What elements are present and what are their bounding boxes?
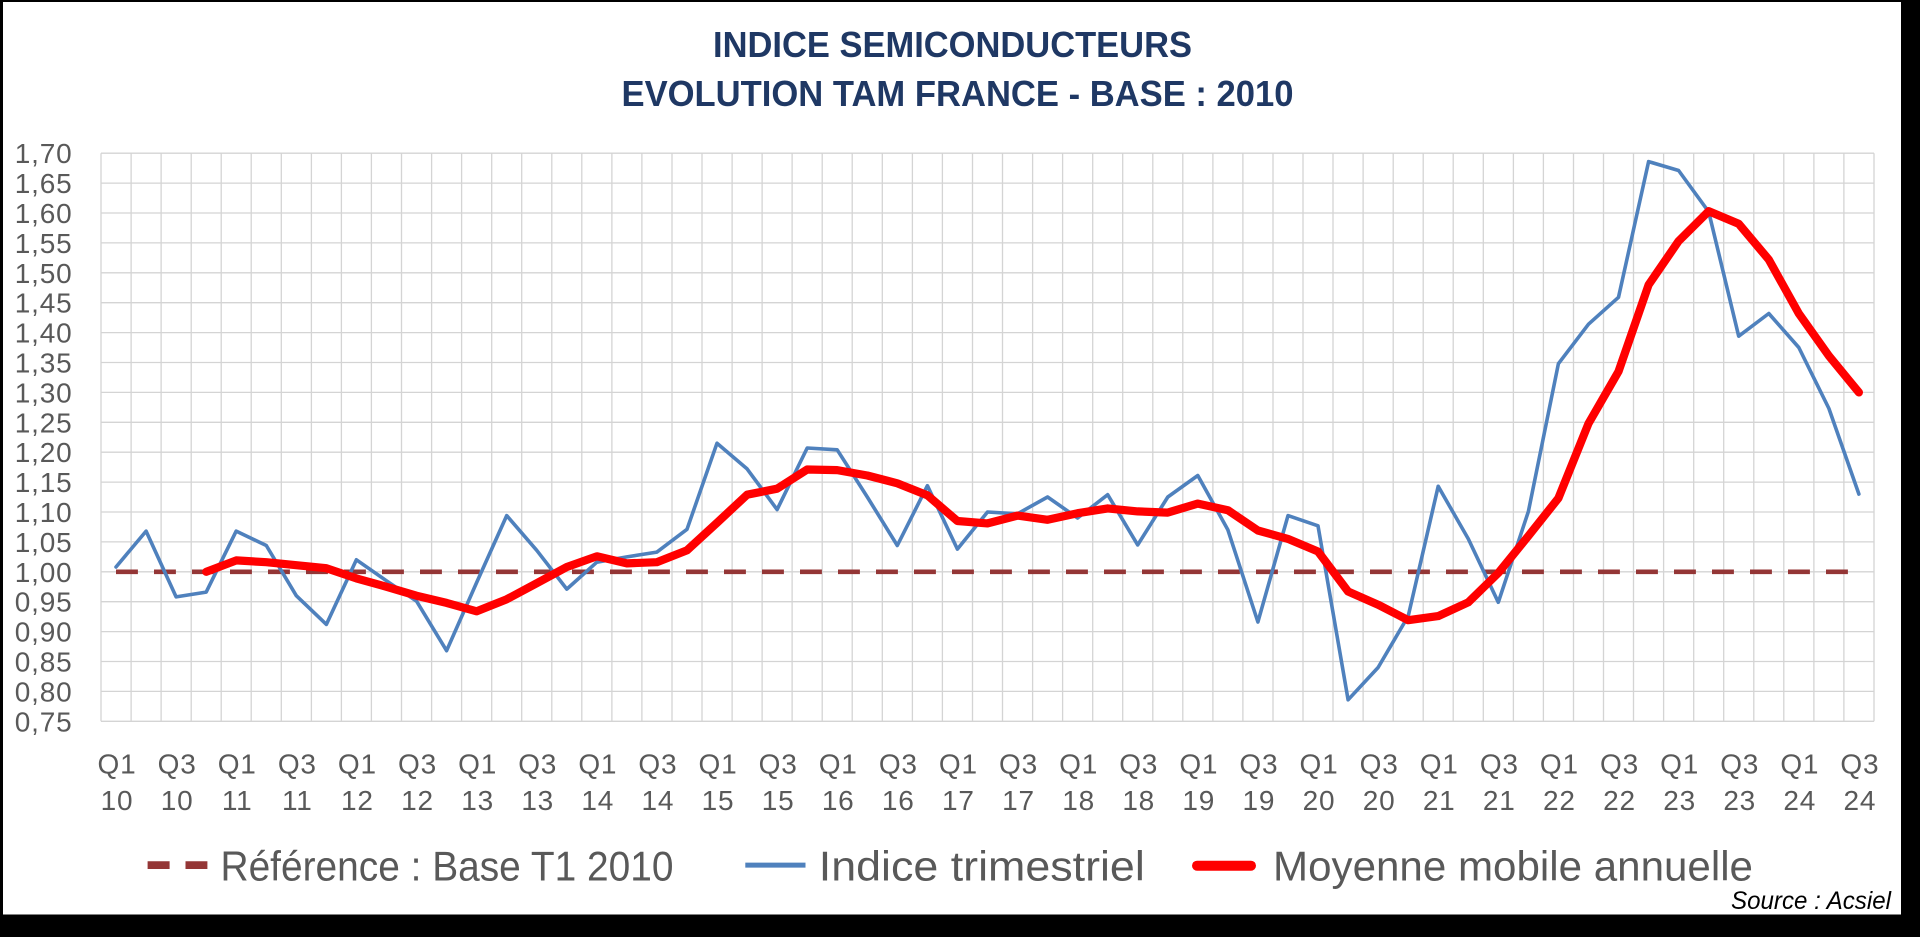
svg-text:22: 22 — [1603, 785, 1636, 816]
svg-text:Source : Acsiel: Source : Acsiel — [1731, 887, 1892, 915]
svg-text:13: 13 — [521, 785, 554, 816]
svg-text:17: 17 — [942, 785, 975, 816]
svg-text:1,15: 1,15 — [15, 467, 73, 498]
svg-text:1,30: 1,30 — [15, 377, 73, 408]
svg-text:Q1: Q1 — [699, 749, 738, 780]
svg-text:Q1: Q1 — [98, 749, 137, 780]
svg-text:1,00: 1,00 — [15, 557, 73, 588]
svg-text:1,70: 1,70 — [15, 138, 73, 169]
svg-text:1,50: 1,50 — [15, 258, 73, 289]
svg-text:15: 15 — [702, 785, 735, 816]
svg-text:Q3: Q3 — [518, 749, 557, 780]
svg-text:0,75: 0,75 — [15, 706, 73, 737]
svg-text:Q3: Q3 — [1119, 749, 1158, 780]
svg-text:1,20: 1,20 — [15, 437, 73, 468]
svg-text:24: 24 — [1844, 785, 1877, 816]
svg-text:21: 21 — [1483, 785, 1516, 816]
svg-text:Q1: Q1 — [458, 749, 497, 780]
svg-text:18: 18 — [1062, 785, 1095, 816]
svg-text:Q1: Q1 — [1420, 749, 1459, 780]
svg-text:16: 16 — [822, 785, 855, 816]
svg-text:12: 12 — [341, 785, 374, 816]
svg-text:1,45: 1,45 — [15, 288, 73, 319]
svg-text:19: 19 — [1182, 785, 1215, 816]
svg-text:Q1: Q1 — [1300, 749, 1339, 780]
svg-text:11: 11 — [282, 785, 313, 816]
svg-text:Q3: Q3 — [999, 749, 1038, 780]
svg-text:Q3: Q3 — [1360, 749, 1399, 780]
svg-text:12: 12 — [401, 785, 434, 816]
svg-text:10: 10 — [161, 785, 194, 816]
svg-text:0,95: 0,95 — [15, 587, 73, 618]
svg-text:16: 16 — [882, 785, 915, 816]
svg-text:22: 22 — [1543, 785, 1576, 816]
svg-text:19: 19 — [1243, 785, 1276, 816]
svg-text:1,65: 1,65 — [15, 168, 73, 199]
svg-text:Référence : Base T1 2010: Référence : Base T1 2010 — [221, 843, 674, 890]
svg-text:1,10: 1,10 — [15, 497, 73, 528]
svg-text:Q1: Q1 — [1660, 749, 1699, 780]
svg-text:Q1: Q1 — [1059, 749, 1098, 780]
svg-text:0,85: 0,85 — [15, 647, 73, 678]
svg-text:0,80: 0,80 — [15, 676, 73, 707]
svg-text:15: 15 — [762, 785, 795, 816]
svg-text:Q1: Q1 — [338, 749, 377, 780]
svg-text:17: 17 — [1002, 785, 1035, 816]
svg-text:Q3: Q3 — [1840, 749, 1879, 780]
svg-text:1,05: 1,05 — [15, 527, 73, 558]
svg-text:14: 14 — [581, 785, 614, 816]
svg-text:Q1: Q1 — [218, 749, 257, 780]
svg-text:1,55: 1,55 — [15, 228, 73, 259]
svg-text:Q1: Q1 — [1780, 749, 1819, 780]
svg-text:INDICE SEMICONDUCTEURS: INDICE SEMICONDUCTEURS — [713, 24, 1192, 65]
svg-text:23: 23 — [1663, 785, 1696, 816]
svg-text:1,60: 1,60 — [15, 198, 73, 229]
svg-text:Q3: Q3 — [1480, 749, 1519, 780]
svg-text:Q1: Q1 — [1179, 749, 1218, 780]
svg-text:Q1: Q1 — [939, 749, 978, 780]
svg-text:Q1: Q1 — [819, 749, 858, 780]
svg-text:EVOLUTION TAM FRANCE - BASE :: EVOLUTION TAM FRANCE - BASE : 2010 — [622, 73, 1294, 114]
svg-text:Q1: Q1 — [578, 749, 617, 780]
svg-text:14: 14 — [642, 785, 675, 816]
svg-text:21: 21 — [1423, 785, 1456, 816]
svg-text:Indice trimestriel: Indice trimestriel — [819, 843, 1145, 890]
svg-text:Q3: Q3 — [1600, 749, 1639, 780]
svg-text:10: 10 — [101, 785, 134, 816]
svg-text:11: 11 — [222, 785, 253, 816]
svg-text:23: 23 — [1723, 785, 1756, 816]
svg-text:Q3: Q3 — [879, 749, 918, 780]
svg-text:Q3: Q3 — [759, 749, 798, 780]
svg-text:1,40: 1,40 — [15, 318, 73, 349]
svg-text:Q3: Q3 — [278, 749, 317, 780]
svg-text:Q3: Q3 — [158, 749, 197, 780]
svg-text:Q1: Q1 — [1540, 749, 1579, 780]
svg-text:Q3: Q3 — [638, 749, 677, 780]
svg-text:20: 20 — [1303, 785, 1336, 816]
svg-text:Q3: Q3 — [1720, 749, 1759, 780]
svg-text:Moyenne mobile annuelle: Moyenne mobile annuelle — [1273, 843, 1753, 890]
svg-text:0,90: 0,90 — [15, 617, 73, 648]
svg-text:24: 24 — [1783, 785, 1816, 816]
svg-text:13: 13 — [461, 785, 494, 816]
svg-text:Q3: Q3 — [1239, 749, 1278, 780]
svg-text:Q3: Q3 — [398, 749, 437, 780]
svg-text:20: 20 — [1363, 785, 1396, 816]
svg-text:18: 18 — [1122, 785, 1155, 816]
svg-text:1,25: 1,25 — [15, 407, 73, 438]
svg-text:1,35: 1,35 — [15, 348, 73, 379]
